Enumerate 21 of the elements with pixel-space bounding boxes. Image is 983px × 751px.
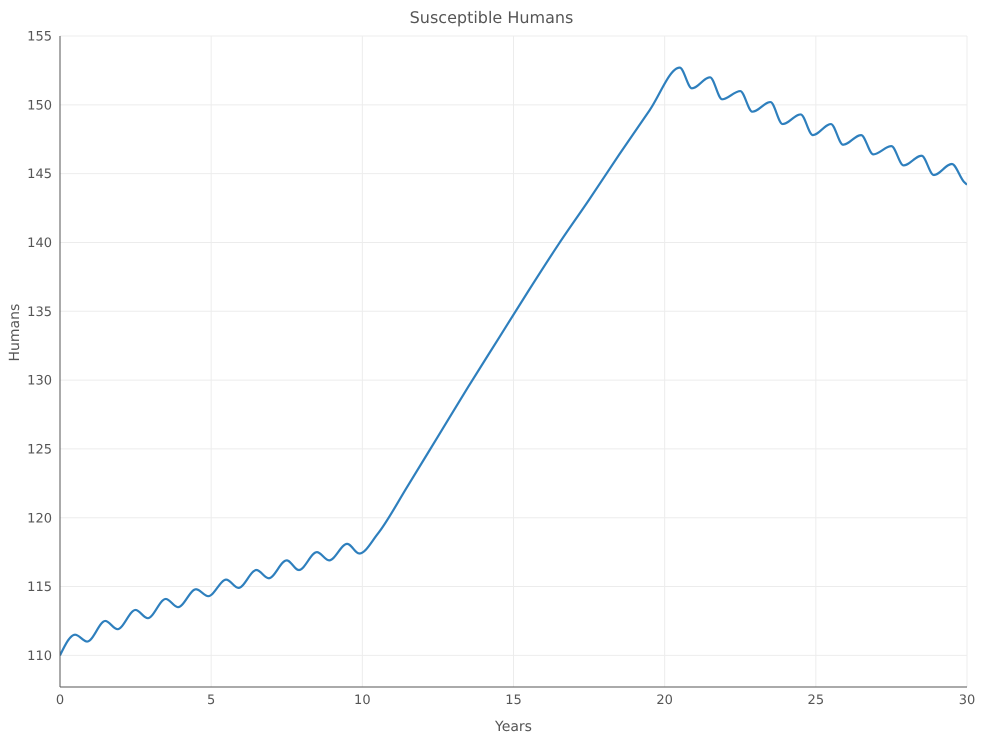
line-series [60, 66, 967, 656]
x-tick-label: 25 [808, 693, 824, 708]
x-tick-label: 10 [354, 693, 371, 708]
x-tick-label: 0 [56, 693, 64, 708]
x-axis-title: Years [494, 719, 532, 735]
x-tick-label: 20 [656, 693, 673, 708]
y-tick-label: 145 [27, 167, 52, 182]
y-tick-label: 155 [27, 30, 52, 45]
x-tick-label: 30 [958, 693, 976, 708]
y-tick-label: 125 [27, 442, 52, 458]
x-tick-label: 15 [505, 693, 522, 708]
x-tick-label: 5 [207, 693, 216, 708]
y-tick-label: 135 [27, 304, 52, 320]
y-tick-label: 120 [27, 511, 52, 526]
y-tick-label: 150 [27, 98, 52, 114]
chart-title: Susceptible Humans [408, 8, 574, 28]
y-axis-title: Humans [6, 304, 23, 362]
y-tick-label: 110 [27, 648, 52, 664]
y-tick-label: 130 [27, 374, 52, 389]
y-tick-label: 115 [27, 580, 52, 596]
y-tick-label: 140 [27, 236, 52, 252]
